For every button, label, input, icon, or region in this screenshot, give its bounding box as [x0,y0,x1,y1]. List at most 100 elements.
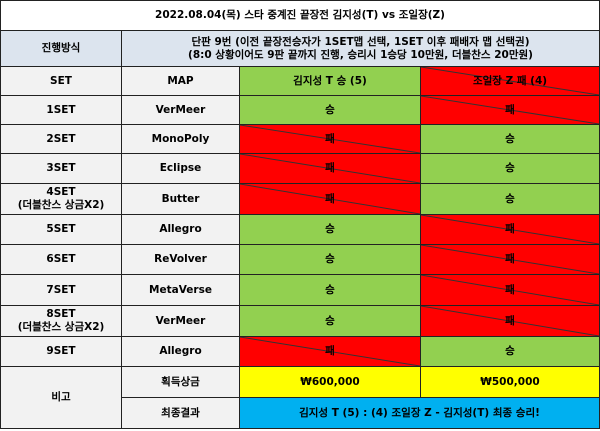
cell-text: 9SET [46,345,76,357]
map: ReVolver [121,244,240,275]
header-set: SET [0,66,122,96]
result-p2: 패 [420,214,600,245]
set: 3SET [0,153,122,184]
cell-text: VerMeer [155,314,206,327]
result-p1: 승 [239,95,421,125]
result-p1: 승 [239,244,421,275]
cell-text: 단판 9번 (이전 끝장전승자가 1SET맵 선택, 1SET 이후 패배자 맵… [191,35,530,48]
cell-text: 승 [325,314,335,327]
set: 4SET (더블찬스 상금X2) [0,183,122,215]
cell-text: (더블찬스 상금X2) [17,321,105,333]
map: MetaVerse [121,274,240,306]
cell-text: ReVolver [154,253,207,265]
header-p2: 조일장 Z 패 (4) [420,66,600,96]
note-label: 비고 [0,366,122,429]
method-text: 단판 9번 (이전 끝장전승자가 1SET맵 선택, 1SET 이후 패배자 맵… [121,30,600,67]
prize-p2: ₩500,000 [420,366,600,398]
diagonal [240,125,420,153]
result-p2: 패 [420,274,600,306]
cell-text: 승 [505,345,515,357]
title: 2022.08.04(목) 스타 중계진 끝장전 김지성(T) vs 조일장(Z… [0,0,600,31]
cell-text: 패 [505,283,515,296]
final-text: 김지성 T (5) : (4) 조일장 Z - 김지성(T) 최종 승리! [239,397,600,429]
set: 8SET (더블찬스 상금X2) [0,305,122,337]
cell-text: 7SET [46,283,76,296]
map: MonoPoly [121,124,240,154]
set: 6SET [0,244,122,275]
cell-text: 승 [325,283,335,296]
set: 5SET [0,214,122,245]
result-p2: 패 [420,244,600,275]
cell-text: 패 [325,345,335,357]
result-p2: 승 [420,336,600,367]
cell-text: 비고 [51,391,71,403]
cell-text: 2SET [46,132,76,145]
map: Eclipse [121,153,240,184]
prize-p1: ₩600,000 [239,366,421,398]
header-map: MAP [121,66,240,96]
result-p1: 패 [239,183,421,215]
set: 9SET [0,336,122,367]
cell-text: 패 [505,223,515,235]
cell-text: 2022.08.04(목) 스타 중계진 끝장전 김지성(T) vs 조일장(Z… [155,9,445,21]
cell-text: Eclipse [159,162,202,174]
cell-text: 4SET [46,186,76,198]
cell-text: VerMeer [155,103,206,116]
diagonal [240,337,420,366]
cell-text: 6SET [46,253,76,265]
cell-text: Butter [161,192,200,205]
diagonal [240,154,420,183]
result-p1: 패 [239,153,421,184]
result-p2: 패 [420,305,600,337]
diagonal [421,67,599,95]
cell-text: 패 [505,253,515,265]
result-p1: 패 [239,336,421,367]
cell-text: MAP [167,74,194,87]
result-p1: 패 [239,124,421,154]
cell-text: 김지성 T 승 (5) [293,74,367,87]
set: 2SET [0,124,122,154]
result-p2: 승 [420,183,600,215]
cell-text: 획득상금 [161,375,200,388]
set: 1SET [0,95,122,125]
result-p1: 승 [239,274,421,306]
result-p2: 승 [420,124,600,154]
diagonal [421,215,599,244]
cell-text: 3SET [46,162,76,174]
cell-text: 김지성 T (5) : (4) 조일장 Z - 김지성(T) 최종 승리! [299,406,540,419]
cell-text: 5SET [46,223,76,235]
cell-text: 승 [325,223,335,235]
cell-text: (8:0 상황이어도 9판 끝까지 진행, 승리시 1승당 10만원, 더블찬스… [188,48,533,61]
map: Allegro [121,336,240,367]
diagonal [421,96,599,124]
cell-text: Allegro [159,223,202,235]
cell-text: (더블찬스 상금X2) [17,199,105,211]
cell-text: ₩600,000 [300,375,360,388]
diagonal [421,306,599,336]
result-p2: 패 [420,95,600,125]
diagonal [240,184,420,214]
diagonal [421,245,599,274]
map: Butter [121,183,240,215]
cell-text: MetaVerse [149,283,212,296]
cell-text: MonoPoly [151,132,210,145]
result-p1: 승 [239,214,421,245]
cell-text: 8SET [46,308,76,320]
result-p2: 승 [420,153,600,184]
method-label: 진행방식 [0,30,122,67]
cell-text: 최종결과 [161,406,200,419]
cell-text: 승 [325,103,335,116]
cell-text: 승 [325,253,335,265]
cell-text: 승 [505,192,515,205]
diagonal [421,275,599,305]
map: Allegro [121,214,240,245]
cell-text: ₩500,000 [480,375,540,388]
cell-text: 패 [505,314,515,327]
cell-text: 1SET [46,103,76,116]
result-p1: 승 [239,305,421,337]
cell-text: 패 [325,162,335,174]
final-label: 최종결과 [121,397,240,429]
map: VerMeer [121,95,240,125]
header-p1: 김지성 T 승 (5) [239,66,421,96]
cell-text: Allegro [159,345,202,357]
